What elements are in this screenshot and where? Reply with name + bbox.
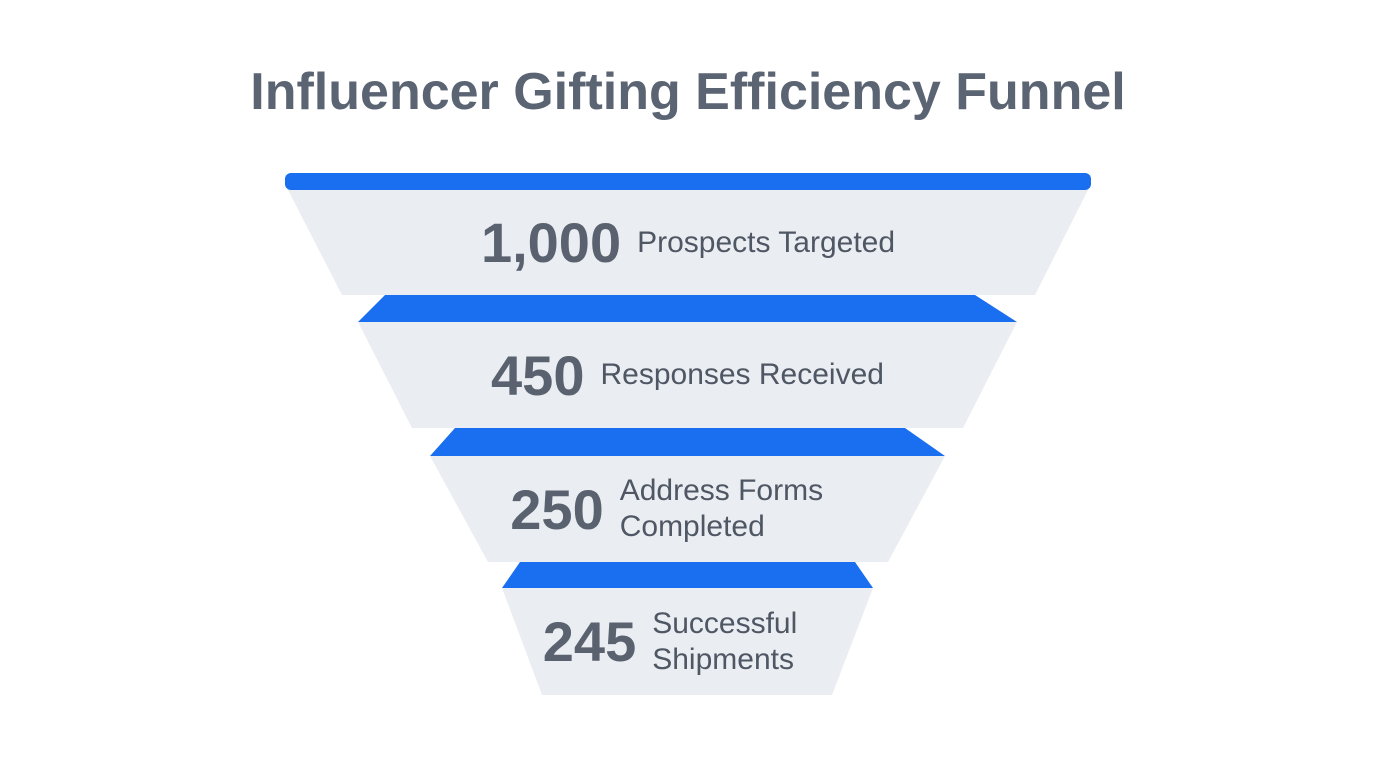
- stage-cap: [430, 428, 945, 456]
- stage-value: 450: [491, 343, 585, 407]
- stage-shape: [502, 588, 873, 695]
- stage-text: 1,000 Prospects Targeted: [288, 190, 1088, 295]
- stage-label: Successful Shipments: [652, 606, 798, 676]
- stage-label: Address Forms Completed: [619, 474, 824, 543]
- stage-value: 1,000: [480, 211, 622, 274]
- stage-value: 245: [542, 610, 637, 673]
- stage-cap: [502, 562, 873, 588]
- stage-cap: [358, 295, 1017, 322]
- stage-value: 250: [510, 477, 604, 541]
- chart-title: Influencer Gifting Efficiency Funnel: [250, 63, 1126, 121]
- stage-text: 450 Responses Received: [358, 322, 1017, 428]
- stage-text: 245 Successful Shipments: [502, 588, 873, 695]
- stage-shape: [358, 322, 1017, 428]
- stage-label: Prospects Targeted: [637, 225, 896, 259]
- stage-cap: [285, 173, 1091, 190]
- stage-label: Responses Received: [600, 358, 884, 391]
- stage-shape: [430, 456, 945, 562]
- stage-shape: [288, 190, 1088, 295]
- stage-text: 250 Address Forms Completed: [430, 456, 945, 562]
